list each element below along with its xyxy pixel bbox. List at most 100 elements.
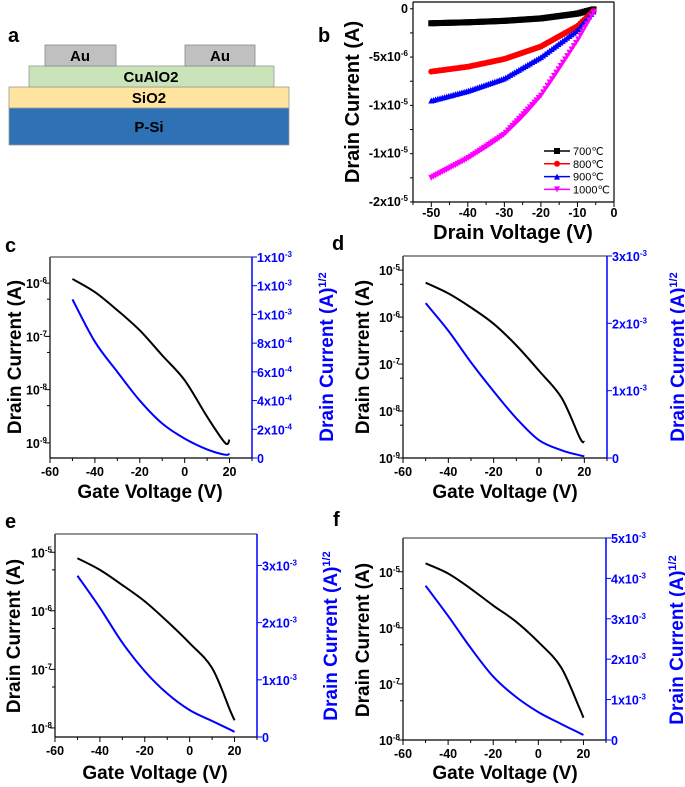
legend-item: 800℃ [544, 159, 604, 171]
panel-letter-b: b [318, 25, 330, 47]
series-1000℃ [428, 8, 597, 181]
legend-marker [554, 186, 560, 193]
y2-tick-label: 2x10-3 [611, 652, 646, 667]
electrode-au-left [44, 44, 117, 67]
label-sio2: SiO2 [132, 90, 166, 107]
y-tick-label: 10-6 [379, 621, 401, 636]
series-drain-current-log [76, 557, 236, 721]
y2-tick-label: 1x10-3 [611, 693, 646, 708]
x-tick-label: -60 [46, 744, 64, 758]
data-point [590, 9, 597, 16]
x-tick-label: 0 [186, 744, 193, 758]
x-axis-label: Gate Voltage (V) [77, 482, 222, 503]
panel-f: f -60 -40 -20 0 20 Gate Voltage (V) Drain Curre… [333, 509, 685, 784]
data-point [548, 76, 555, 83]
data-point [570, 43, 577, 50]
data-point [546, 79, 553, 86]
x-tick-label: 0 [535, 747, 542, 761]
y-axis-label: Drain Current (A) [353, 563, 374, 717]
y2-tick-label: 8x10-4 [257, 336, 292, 351]
data-point [542, 86, 549, 93]
panel-letter-c: c [5, 235, 16, 257]
x-axis-label: Gate Voltage (V) [432, 763, 577, 784]
data-point [583, 21, 590, 28]
layer-cualo2 [28, 65, 275, 88]
y2-tick-label: 1x10-3 [257, 307, 292, 322]
series-drain-current-log [71, 278, 231, 446]
x-tick-label: -40 [439, 465, 457, 479]
data-point [572, 39, 579, 46]
y2-tick-label: 4x10-4 [257, 394, 292, 409]
x-tick-label: -20 [485, 465, 503, 479]
legend-label: 1000℃ [573, 184, 610, 196]
x-tick-label: -60 [394, 465, 412, 479]
x-tick-label: -20 [532, 206, 550, 220]
x-tick-label: -10 [568, 206, 586, 220]
label-cualo2: CuAlO2 [123, 69, 178, 86]
legend-item: 700℃ [544, 146, 604, 158]
x-tick-label: 0 [611, 206, 618, 220]
y-tick-label: 10-9 [26, 436, 48, 451]
y2-tick-label: 0 [257, 452, 264, 466]
data-point [564, 53, 571, 60]
x-tick-label: -50 [422, 206, 440, 220]
y2-tick-label: 3x10-3 [262, 558, 297, 573]
x-tick-label: 20 [228, 744, 242, 758]
data-point [566, 49, 573, 56]
series-drain-current-log [425, 562, 585, 719]
panel-letter-e: e [5, 511, 16, 533]
y-tick-label: 10-8 [379, 404, 401, 419]
y-tick-label: 10-7 [26, 329, 48, 344]
series-sqrt-drain-current [424, 302, 585, 458]
y-tick-label: 10-9 [379, 451, 401, 466]
y2-axis-label: Drain Current (A)1/2 [317, 272, 338, 441]
data-point [557, 62, 564, 69]
y2-tick-label: 4x10-3 [611, 571, 646, 586]
y2-tick-label: 1x10-3 [257, 279, 292, 294]
x-tick-label: -20 [131, 465, 149, 479]
y-tick-label: 10-7 [31, 662, 53, 677]
x-tick-label: 20 [577, 465, 591, 479]
y2-tick-label: 0 [262, 731, 269, 745]
layer-p-si [8, 107, 290, 146]
y-tick-label: 10-6 [31, 604, 53, 619]
y2-tick-label: 1x10-3 [612, 384, 647, 399]
legend-item: 900℃ [544, 172, 604, 184]
legend-label: 700℃ [573, 146, 604, 158]
x-axis-label: Drain Voltage (V) [433, 222, 593, 244]
y-tick-label: 10-8 [26, 383, 48, 398]
series-800℃ [428, 7, 597, 75]
device-schematic: a Au Au CuAlO2 SiO2 P-Si [8, 25, 290, 146]
legend-label: 800℃ [573, 159, 604, 171]
y2-tick-label: 2x10-3 [612, 316, 647, 331]
data-point [551, 72, 558, 79]
series-sqrt-drain-current [71, 298, 230, 456]
x-tick-label: -30 [495, 206, 513, 220]
data-point [588, 13, 595, 20]
data-point [568, 46, 575, 53]
y2-tick-label: 2x10-3 [262, 616, 297, 631]
y-tick-label: 10-5 [379, 263, 401, 278]
data-point [553, 69, 560, 76]
x-tick-label: -60 [41, 465, 59, 479]
y-tick-label: 10-6 [26, 276, 48, 291]
y-tick-label: -1x10-5 [369, 146, 409, 161]
data-point [579, 28, 586, 35]
y-tick-label: -5x10-6 [369, 49, 409, 64]
panel-letter-d: d [332, 233, 344, 255]
data-point [577, 32, 584, 39]
y2-tick-label: 3x10-3 [611, 612, 646, 627]
legend-marker [554, 148, 560, 154]
y-tick-label: 0 [401, 2, 408, 16]
y2-tick-label: 0 [611, 734, 618, 748]
data-point [575, 36, 582, 43]
y-tick-label: 10-5 [31, 545, 53, 560]
y-axis-label: Drain Current (A) [5, 280, 26, 434]
y2-tick-label: 1x10-3 [257, 250, 292, 265]
x-tick-label: 20 [576, 747, 590, 761]
y2-tick-label: 6x10-4 [257, 365, 292, 380]
y2-tick-label: 1x10-3 [262, 673, 297, 688]
data-point [555, 66, 562, 73]
